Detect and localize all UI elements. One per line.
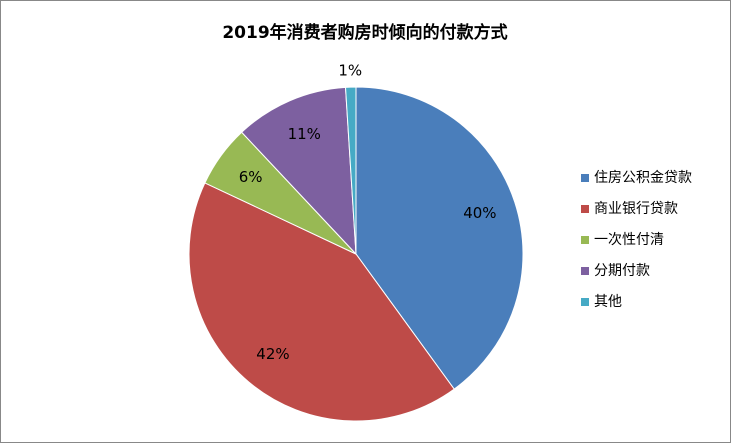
legend-swatch xyxy=(581,236,589,244)
pie-slice xyxy=(188,182,455,422)
pie-slice xyxy=(344,86,357,255)
pie-slice xyxy=(355,86,524,390)
legend-label: 一次性付清 xyxy=(594,232,664,248)
legend-swatch xyxy=(581,174,589,182)
data-label: 1% xyxy=(338,62,362,80)
legend-swatch xyxy=(581,205,589,213)
data-label: 42% xyxy=(256,345,289,363)
data-label: 6% xyxy=(239,168,263,186)
legend-label: 住房公积金贷款 xyxy=(594,170,692,186)
legend-label: 其他 xyxy=(594,294,622,310)
data-label: 11% xyxy=(288,125,321,143)
legend-swatch xyxy=(581,267,589,275)
pie-slice xyxy=(240,86,357,256)
legend-label: 分期付款 xyxy=(594,263,650,279)
legend-swatch xyxy=(581,298,589,306)
data-label: 40% xyxy=(463,204,496,222)
legend-label: 商业银行贷款 xyxy=(594,201,678,217)
chart-title: 2019年消费者购房时倾向的付款方式 xyxy=(222,22,507,43)
